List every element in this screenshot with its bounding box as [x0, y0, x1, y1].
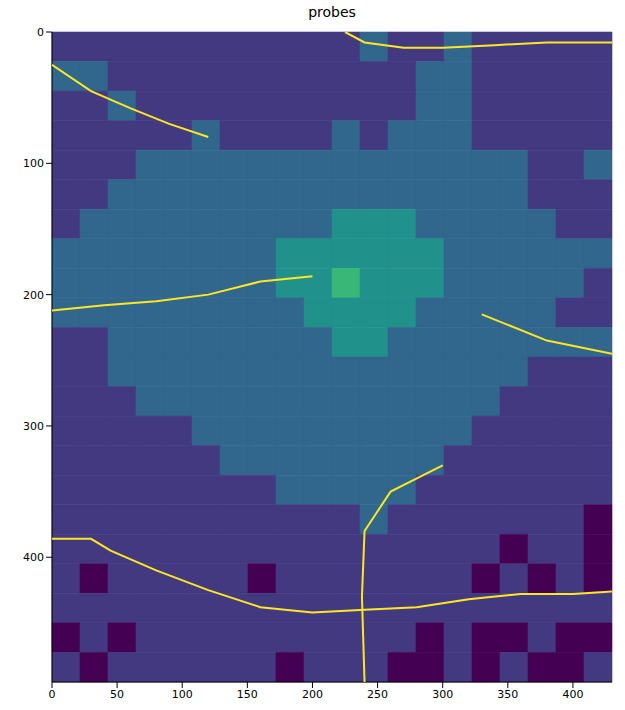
- svg-text:100: 100: [172, 688, 193, 701]
- svg-text:100: 100: [23, 157, 44, 170]
- svg-text:50: 50: [110, 688, 124, 701]
- svg-text:150: 150: [237, 688, 258, 701]
- svg-text:300: 300: [432, 688, 453, 701]
- svg-text:200: 200: [302, 688, 323, 701]
- svg-text:250: 250: [367, 688, 388, 701]
- svg-text:400: 400: [23, 551, 44, 564]
- svg-text:0: 0: [49, 688, 56, 701]
- svg-text:350: 350: [497, 688, 518, 701]
- svg-text:0: 0: [37, 26, 44, 39]
- svg-text:200: 200: [23, 289, 44, 302]
- svg-text:300: 300: [23, 420, 44, 433]
- svg-text:400: 400: [562, 688, 583, 701]
- html-text:probes: probes: [308, 4, 356, 20]
